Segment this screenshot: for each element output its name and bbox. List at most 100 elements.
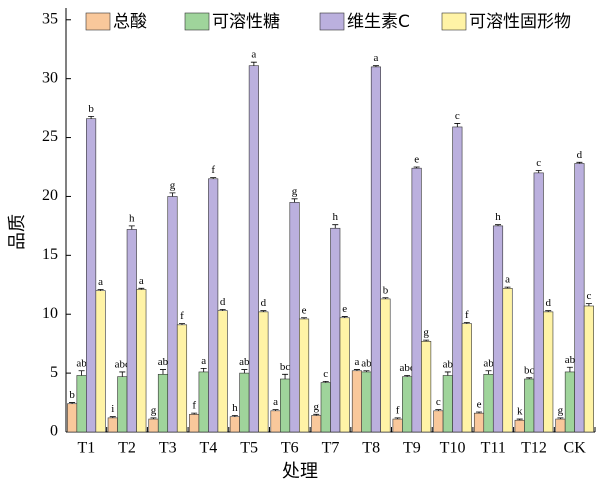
y-tick-label: 20: [42, 187, 58, 204]
bar: [229, 416, 240, 433]
significance-letter: abc: [115, 358, 130, 370]
error-bar: [382, 297, 389, 299]
legend-label: 总酸: [113, 12, 147, 32]
significance-letter: ab: [443, 358, 454, 370]
bar: [533, 172, 544, 433]
y-tick-label: 25: [42, 128, 58, 145]
error-bar: [341, 316, 348, 318]
error-bar: [413, 166, 420, 169]
error-bar: [476, 411, 483, 414]
bar: [361, 371, 372, 433]
bar: [136, 289, 147, 433]
error-bar: [200, 368, 207, 372]
bar: [95, 290, 106, 433]
error-bar: [454, 123, 461, 127]
x-tick-label: T11: [481, 440, 506, 457]
significance-letter: g: [423, 327, 429, 339]
error-bar: [313, 413, 320, 416]
y-tick-label: 10: [42, 305, 58, 322]
bar: [148, 418, 159, 433]
error-bar: [301, 317, 308, 319]
bar: [492, 225, 504, 433]
error-bar: [585, 303, 592, 306]
significance-letter: k: [517, 406, 523, 418]
error-bar: [545, 310, 552, 312]
error-bar: [557, 417, 564, 420]
bar: [583, 305, 594, 433]
bar: [67, 403, 78, 433]
significance-letter: d: [261, 297, 267, 309]
bar: [402, 376, 413, 433]
x-tick-label: T7: [322, 440, 340, 457]
bar: [330, 227, 341, 433]
y-tick-label: 0: [50, 423, 58, 440]
x-tick-label: CK: [564, 440, 587, 457]
bar: [380, 298, 391, 433]
error-bar: [260, 310, 267, 312]
error-bar: [423, 339, 430, 342]
significance-letter: h: [495, 211, 501, 223]
bar: [433, 410, 444, 433]
error-bar: [404, 375, 411, 377]
bar: [167, 196, 178, 433]
bar: [86, 118, 97, 433]
error-bar: [576, 161, 583, 164]
significance-letter: ab: [76, 357, 87, 369]
significance-letter: f: [465, 309, 469, 321]
significance-letter: ab: [361, 357, 372, 369]
significance-letter: bc: [280, 361, 291, 373]
error-bar: [444, 371, 451, 376]
significance-letter: a: [354, 356, 359, 368]
significance-letter: a: [373, 52, 378, 64]
error-bar: [526, 377, 533, 379]
significance-letter: abc: [400, 362, 415, 374]
bar: [311, 415, 322, 433]
significance-letter: c: [586, 290, 591, 302]
bar: [189, 414, 200, 433]
x-tick-label: T4: [200, 440, 218, 457]
x-tick-label: T9: [403, 440, 421, 457]
legend-swatch: [184, 12, 210, 31]
significance-letter: e: [414, 154, 419, 166]
error-bar: [322, 380, 329, 383]
error-bar: [566, 366, 573, 372]
y-tick-label: 30: [42, 69, 58, 86]
bar: [502, 288, 513, 433]
significance-letter: f: [192, 400, 196, 412]
bar: [564, 371, 575, 433]
legend-label: 可溶性糖: [212, 12, 280, 32]
significance-letter: a: [201, 355, 206, 367]
bar: [76, 375, 87, 433]
bar: [473, 412, 485, 433]
error-bar: [78, 370, 85, 376]
error-bar: [516, 418, 523, 421]
error-bar: [109, 416, 116, 418]
significance-letter: g: [558, 404, 564, 416]
error-bar: [495, 224, 502, 226]
bar: [461, 323, 472, 433]
significance-letter: e: [302, 304, 307, 316]
error-bar: [272, 409, 279, 411]
error-bar: [282, 373, 289, 379]
significance-letter: f: [396, 404, 400, 416]
significance-letter: d: [220, 296, 226, 308]
significance-letter: f: [180, 310, 184, 322]
bar: [299, 318, 310, 433]
bar: [411, 167, 422, 433]
bar: [176, 324, 188, 433]
bar: [370, 66, 381, 433]
legend-swatch: [441, 12, 467, 31]
bar: [126, 229, 137, 433]
legend-label: 维生素C: [347, 12, 410, 32]
bar: [280, 378, 291, 433]
error-bar: [332, 224, 339, 229]
error-bar: [250, 61, 257, 66]
x-tick-label: T3: [159, 440, 177, 457]
significance-letter: b: [69, 389, 75, 401]
bar: [442, 375, 453, 433]
bar: [574, 163, 585, 433]
significance-letter: ab: [483, 357, 494, 369]
error-bar: [119, 371, 126, 377]
error-bar: [128, 225, 135, 230]
bar: [248, 65, 259, 433]
